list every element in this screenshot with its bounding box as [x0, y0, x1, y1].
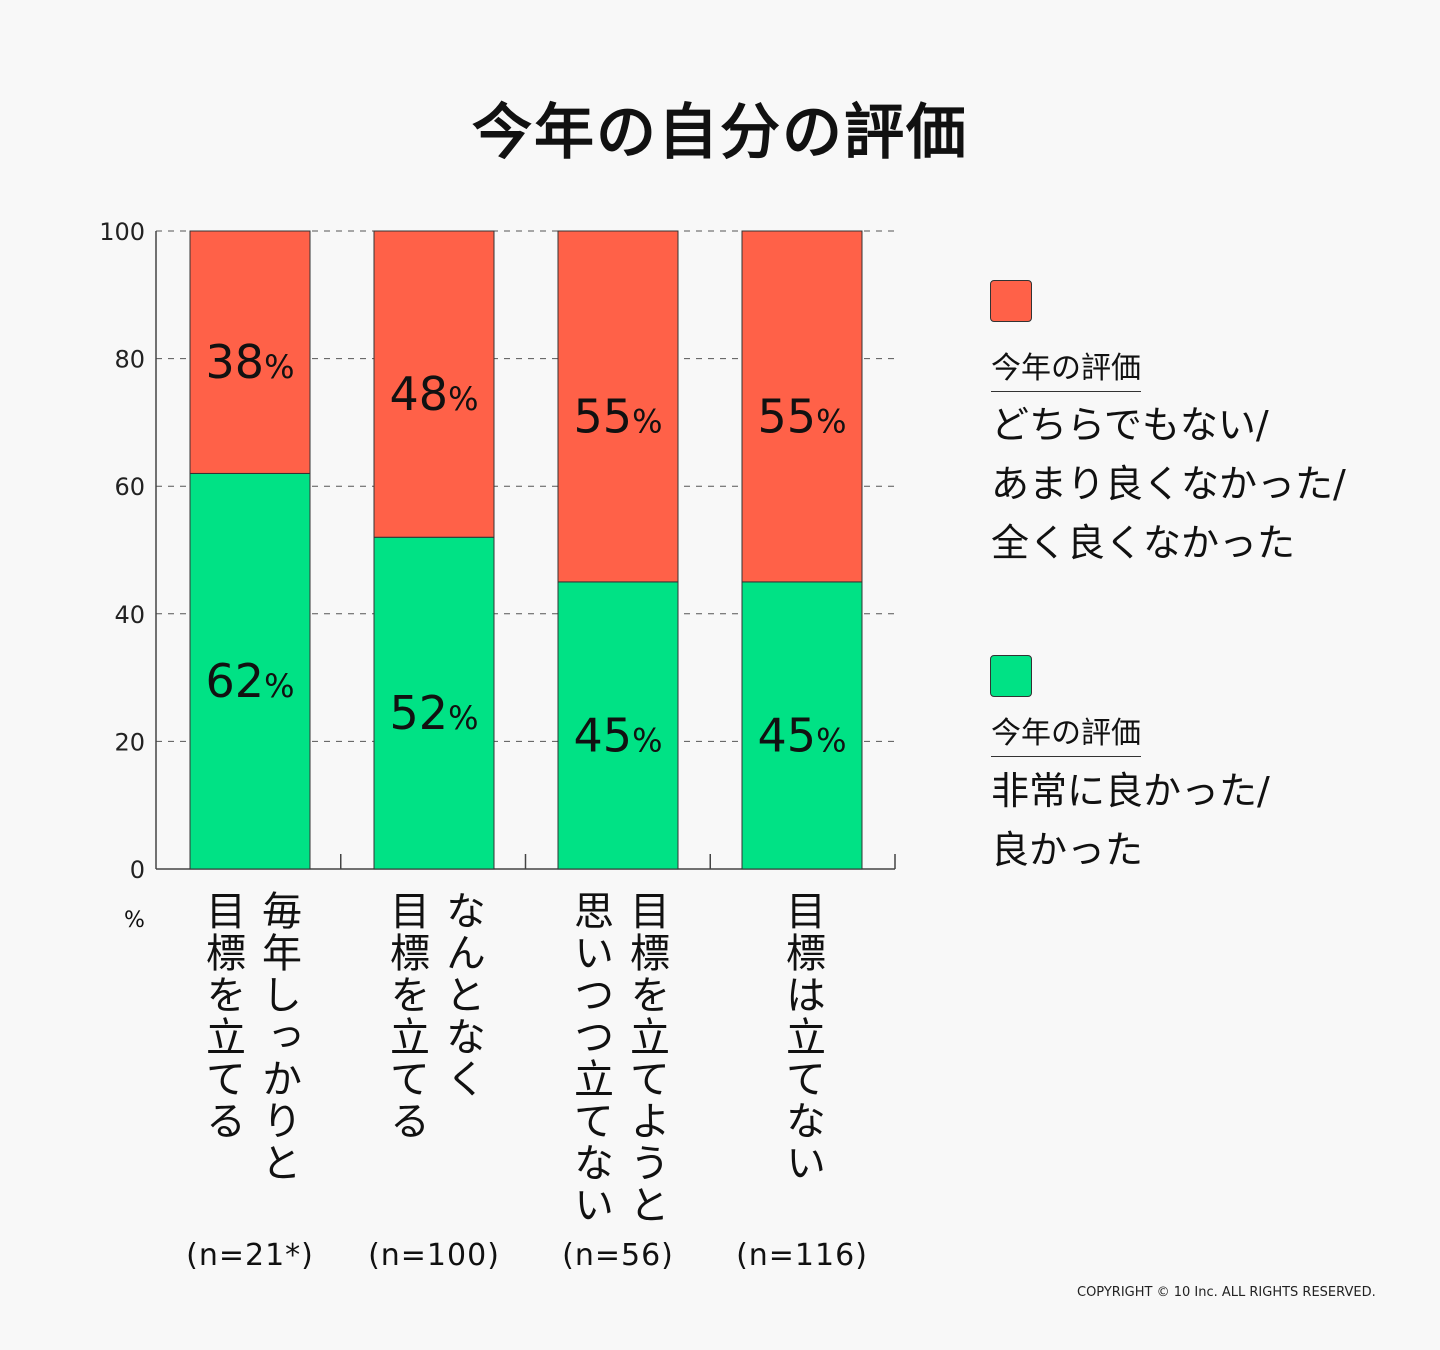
sample-size-label: (n=56) — [562, 1238, 674, 1273]
copyright: COPYRIGHT © 10 Inc. ALL RIGHTS RESERVED. — [1077, 1285, 1376, 1300]
data-label: 45% — [758, 708, 847, 762]
legend-head-positive: 今年の評価 — [991, 708, 1141, 757]
data-label: 62% — [206, 654, 295, 708]
sample-size-label: (n=116) — [736, 1238, 868, 1273]
legend-body-negative: どちらでもない/ あまり良くなかった/ 全く良くなかった — [991, 403, 1346, 565]
y-tick-label: 100 — [99, 218, 145, 246]
bar-negative — [373, 230, 495, 538]
bar-positive — [557, 581, 679, 870]
data-label: 55% — [574, 389, 663, 443]
chart-title: 今年の自分の評価 — [472, 98, 968, 168]
y-tick-label: 60 — [114, 473, 145, 501]
y-tick-label: 0 — [130, 856, 145, 884]
data-label: 52% — [390, 686, 479, 740]
y-tick-label: 20 — [114, 728, 145, 756]
data-label: 48% — [390, 367, 479, 421]
legend-swatch-negative — [990, 280, 1032, 322]
category-label: 目標は立てない — [779, 890, 825, 1184]
bar-negative — [741, 230, 863, 583]
bar-positive — [373, 536, 495, 870]
legend-body-positive: 非常に良かった/ 良かった — [991, 769, 1270, 872]
y-tick-label: 40 — [114, 601, 145, 629]
data-label: 38% — [206, 335, 295, 389]
legend-head-negative: 今年の評価 — [991, 343, 1141, 392]
bar-negative — [189, 230, 311, 474]
sample-size-label: (n=21*) — [186, 1238, 314, 1273]
data-label: 55% — [758, 389, 847, 443]
y-axis-unit: % — [124, 908, 145, 933]
bar-positive — [189, 472, 311, 870]
y-tick-label: 80 — [114, 346, 145, 374]
bar-negative — [557, 230, 679, 583]
data-label: 45% — [574, 708, 663, 762]
category-label: 毎年しっかりと 目標を立てる — [199, 890, 301, 1184]
sample-size-label: (n=100) — [368, 1238, 500, 1273]
category-label: 目標を立てようと 思いつつ立てない — [567, 890, 669, 1226]
legend-swatch-positive — [990, 655, 1032, 697]
category-label: なんとなく 目標を立てる — [383, 890, 485, 1142]
